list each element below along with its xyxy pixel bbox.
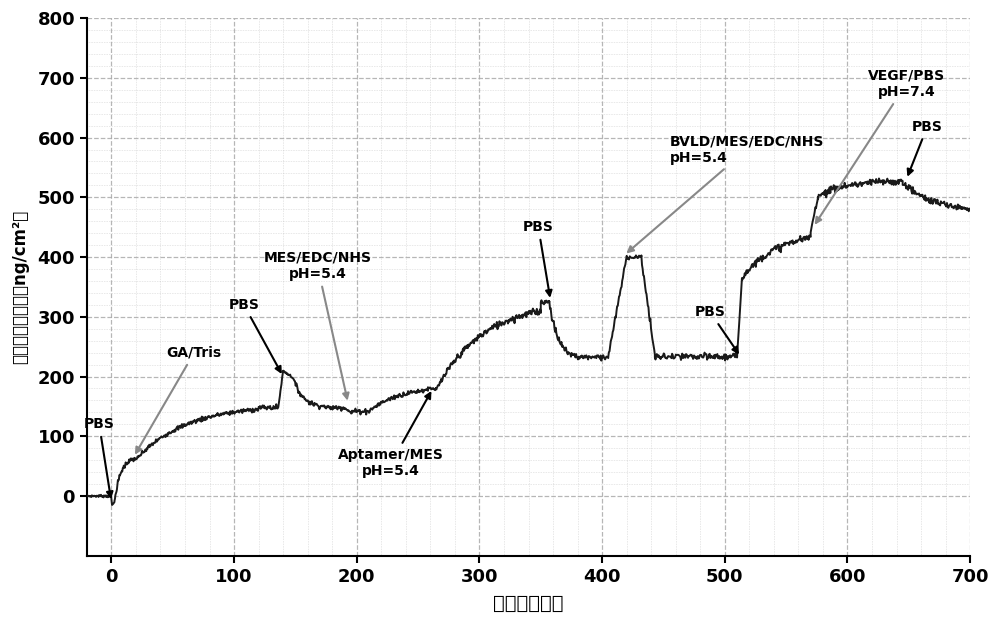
X-axis label: 时间（分钟）: 时间（分钟） — [493, 594, 564, 613]
Text: PBS: PBS — [695, 305, 738, 353]
Text: PBS: PBS — [523, 220, 554, 296]
Text: PBS: PBS — [228, 298, 281, 372]
Text: VEGF/PBS
pH=7.4: VEGF/PBS pH=7.4 — [816, 69, 945, 223]
Text: BVLD/MES/EDC/NHS
pH=5.4: BVLD/MES/EDC/NHS pH=5.4 — [628, 134, 824, 252]
Text: MES/EDC/NHS
pH=5.4: MES/EDC/NHS pH=5.4 — [264, 251, 372, 399]
Text: GA/Tris: GA/Tris — [136, 346, 222, 453]
Text: Aptamer/MES
pH=5.4: Aptamer/MES pH=5.4 — [338, 393, 444, 478]
Y-axis label: 生物分子接枝量（ng/cm²）: 生物分子接枝量（ng/cm²） — [11, 210, 29, 364]
Text: PBS: PBS — [84, 417, 115, 497]
Text: PBS: PBS — [908, 120, 943, 175]
